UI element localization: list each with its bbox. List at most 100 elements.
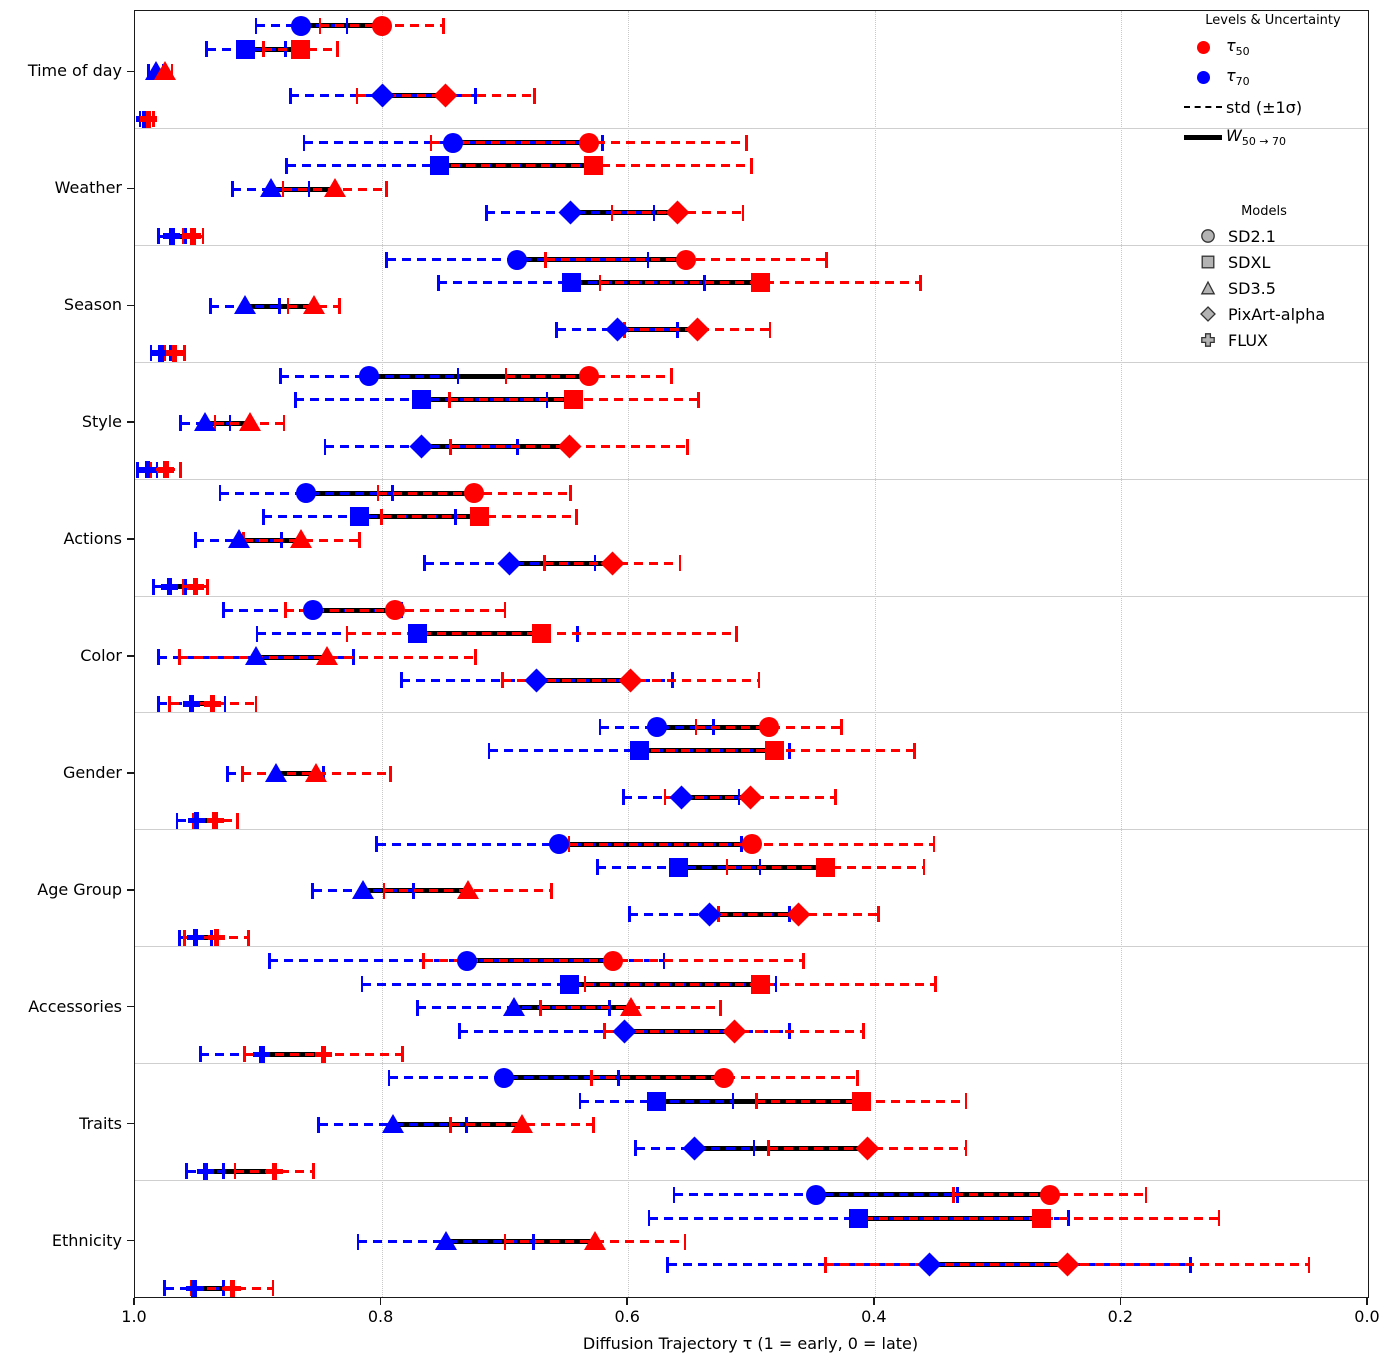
tau-marker-triangle <box>302 295 325 315</box>
red-std-cap <box>533 87 536 104</box>
tau-marker-circle <box>578 366 599 387</box>
blue-std-cap <box>423 555 427 572</box>
tau-marker-plus <box>186 929 204 947</box>
red-std-cap <box>178 649 181 665</box>
plot-area: Levels & Uncertainty τ50 τ70 std (±1σ) W50 … <box>134 10 1369 1298</box>
category-separator <box>135 127 1368 129</box>
blue-std-cap <box>199 1046 202 1063</box>
tau-marker-square <box>750 273 770 293</box>
y-tick-mark <box>127 1005 134 1008</box>
red-std-cap <box>358 532 361 549</box>
tau-marker-triangle <box>227 529 250 549</box>
tau-marker-triangle <box>352 879 375 899</box>
red-std-cap <box>610 204 614 221</box>
vertical-gridline <box>628 11 630 1297</box>
plus-horizontal-bar <box>196 1168 214 1175</box>
blue-std-cap <box>311 882 314 899</box>
red-std-cap <box>598 274 602 291</box>
legend-dashed-line-icon <box>1180 106 1226 108</box>
plus-horizontal-bar <box>161 584 179 590</box>
blue-std-cap <box>226 765 229 782</box>
red-std-cap <box>441 17 445 34</box>
blue-std-cap <box>205 41 208 58</box>
tau-marker-plus <box>183 695 201 713</box>
y-tick-mark <box>127 187 134 190</box>
red-std-cap <box>543 555 546 572</box>
tau-marker-square <box>236 39 256 59</box>
tau-marker-plus <box>163 227 181 245</box>
tau-marker-triangle <box>456 879 479 899</box>
tau-marker-plus <box>185 1279 203 1297</box>
tau-marker-circle <box>549 834 570 855</box>
tau-marker-triangle <box>194 412 217 432</box>
tau-marker-triangle <box>233 295 256 315</box>
legend-levels-items: τ50 τ70 std (±1σ) W50 → 70 <box>1180 32 1366 152</box>
tau-marker-square <box>584 156 604 176</box>
red-std-cap <box>236 812 239 829</box>
tau-marker-plus <box>196 1162 214 1180</box>
red-std-cap <box>686 438 689 455</box>
red-std-cap <box>422 952 425 969</box>
tau-marker-square <box>849 1208 869 1228</box>
red-std-cap <box>474 649 477 665</box>
legend-levels-item: W50 → 70 <box>1180 122 1366 152</box>
red-std-cap <box>697 391 700 408</box>
red-std-cap <box>678 555 682 572</box>
red-std-cap <box>382 882 386 899</box>
red-std-cap <box>206 578 210 595</box>
legend-dot-icon <box>1180 70 1226 84</box>
tau-marker-circle <box>443 132 464 153</box>
tau-marker-circle <box>359 366 380 387</box>
red-std-cap <box>725 859 729 876</box>
blue-std-cap <box>621 789 625 806</box>
tau-marker-plus <box>204 695 222 713</box>
plus-horizontal-bar <box>185 1285 203 1292</box>
red-std-cap <box>501 672 504 689</box>
plus-horizontal-bar <box>265 1168 283 1175</box>
tau-marker-circle <box>805 1184 826 1205</box>
tau-marker-triangle <box>316 646 339 665</box>
red-std-cap <box>181 228 185 245</box>
red-std-cap <box>335 41 339 58</box>
blue-std-cap <box>437 274 440 291</box>
y-category-label: Season <box>63 295 122 315</box>
category-separator <box>135 712 1368 714</box>
tau-marker-plus <box>315 1045 333 1063</box>
red-std-cap <box>767 1140 771 1157</box>
red-std-cap <box>168 695 171 712</box>
tau-marker-diamond <box>665 200 690 225</box>
blue-std-cap <box>178 929 181 946</box>
legend-levels-item: τ50 <box>1180 32 1366 62</box>
red-std-cap <box>575 508 578 525</box>
blue-std-cap <box>672 1186 676 1203</box>
blue-std-cap <box>485 204 488 221</box>
x-tick-mark <box>626 1298 628 1305</box>
red-std-cap <box>755 1093 758 1110</box>
red-std-cap <box>663 789 667 806</box>
blue-std-cap <box>647 1210 651 1227</box>
tau-marker-diamond <box>682 1135 707 1161</box>
red-std-cap <box>933 976 937 993</box>
red-std-cap <box>247 929 250 946</box>
tau-marker-circle <box>385 600 406 621</box>
red-std-cap <box>183 345 186 362</box>
blue-std-cap <box>456 368 460 385</box>
legend-models-label: SDXL <box>1228 252 1271 272</box>
legend-levels-item: τ70 <box>1180 62 1366 92</box>
blue-std-cap <box>457 1023 461 1040</box>
red-std-cap <box>503 1233 507 1250</box>
legend-models-label: SD2.1 <box>1228 226 1276 246</box>
legend-models-item: FLUX <box>1188 327 1340 353</box>
tau-marker-square <box>290 39 310 59</box>
x-tick-mark <box>133 1298 135 1305</box>
red-std-cap <box>735 625 738 642</box>
y-tick-mark <box>127 655 134 657</box>
category-separator <box>135 1180 1368 1182</box>
red-std-cap <box>243 1046 247 1063</box>
red-std-cap <box>922 859 926 876</box>
red-std-cap <box>181 578 185 595</box>
tau-marker-circle <box>302 600 323 621</box>
legend-dot-icon <box>1180 40 1226 54</box>
blue-std-cap <box>302 134 306 151</box>
